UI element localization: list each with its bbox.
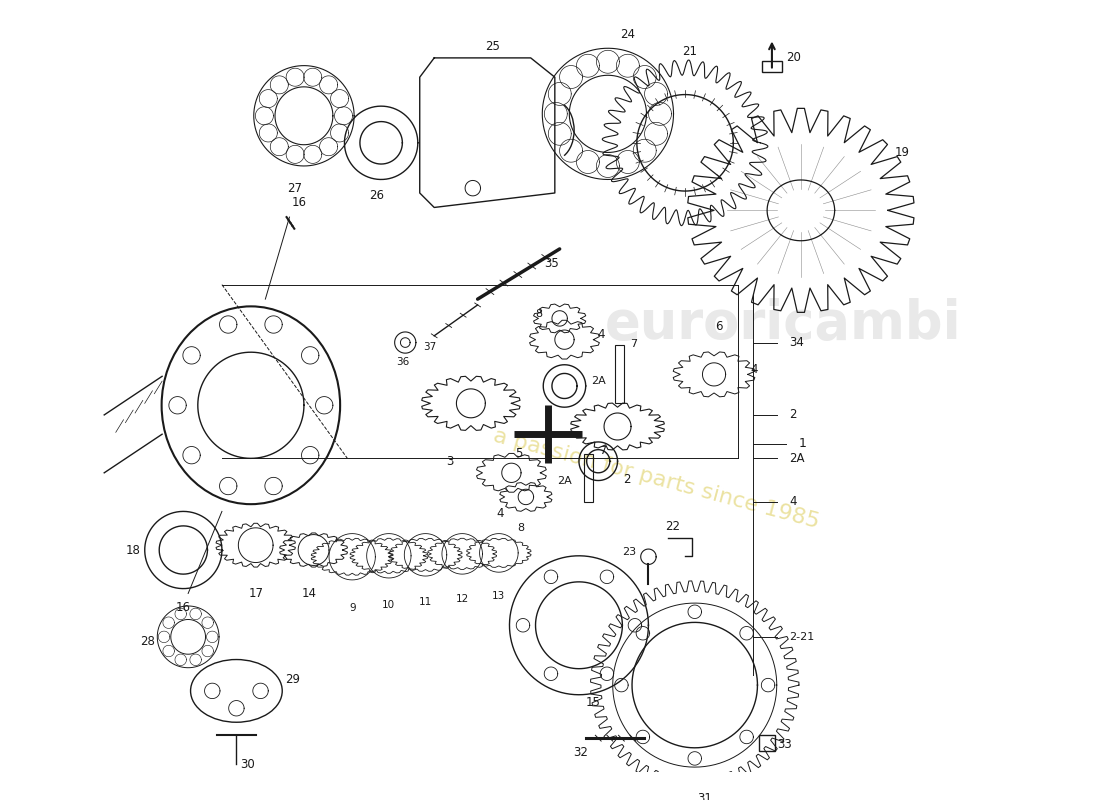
Text: 27: 27 (287, 182, 301, 194)
Text: 4: 4 (751, 363, 758, 376)
Text: 5: 5 (516, 447, 522, 460)
Text: 2A: 2A (790, 452, 805, 465)
Text: 20: 20 (785, 51, 801, 64)
Text: 21: 21 (682, 45, 697, 58)
Text: 4: 4 (597, 328, 605, 342)
Text: 13: 13 (492, 591, 506, 602)
Text: 34: 34 (790, 336, 804, 349)
Text: 16: 16 (292, 196, 307, 209)
Text: 22: 22 (666, 520, 680, 534)
Text: 2A: 2A (557, 475, 572, 486)
Text: 36: 36 (396, 357, 409, 367)
Text: 28: 28 (140, 635, 155, 648)
Text: 17: 17 (249, 587, 263, 600)
Text: 14: 14 (301, 587, 317, 600)
Text: 30: 30 (241, 758, 255, 770)
Text: 2A: 2A (591, 376, 606, 386)
Text: 8: 8 (517, 523, 525, 533)
Text: 11: 11 (419, 597, 432, 607)
Text: 24: 24 (619, 28, 635, 42)
Text: 6: 6 (715, 320, 723, 333)
Text: a passion for parts since 1985: a passion for parts since 1985 (491, 426, 822, 532)
Text: 8: 8 (535, 309, 542, 318)
Text: 37: 37 (422, 342, 436, 352)
Text: 4: 4 (790, 495, 796, 508)
Text: 25: 25 (485, 40, 499, 53)
Text: 7: 7 (600, 446, 606, 456)
Text: 9: 9 (349, 603, 355, 613)
Text: 32: 32 (573, 746, 588, 759)
Text: 35: 35 (544, 257, 559, 270)
Text: 18: 18 (125, 543, 141, 557)
Text: 23: 23 (623, 547, 636, 557)
Text: 31: 31 (697, 793, 712, 800)
Text: 29: 29 (285, 673, 300, 686)
Text: 16: 16 (176, 602, 190, 614)
Text: 7: 7 (630, 338, 638, 349)
Text: 26: 26 (368, 190, 384, 202)
Text: euroricambi: euroricambi (605, 298, 961, 350)
Text: 12: 12 (455, 594, 469, 604)
Text: 4: 4 (496, 507, 504, 520)
Text: 33: 33 (777, 738, 792, 751)
Text: 15: 15 (586, 696, 601, 709)
Text: 3: 3 (446, 454, 453, 468)
Text: 2‑21: 2‑21 (790, 632, 815, 642)
Text: 10: 10 (383, 600, 395, 610)
Text: 2: 2 (624, 473, 631, 486)
Text: 19: 19 (894, 146, 910, 159)
Text: 1: 1 (799, 438, 806, 450)
Text: 2: 2 (790, 409, 796, 422)
